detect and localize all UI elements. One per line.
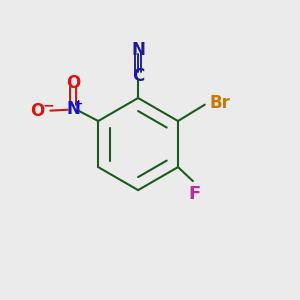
Text: N: N [131,41,145,59]
Text: N: N [66,100,80,118]
Text: O: O [31,102,45,120]
Text: F: F [188,185,200,203]
Text: C: C [132,67,144,85]
Text: Br: Br [209,94,230,112]
Text: +: + [74,99,82,109]
Text: −: − [43,98,54,112]
Text: O: O [66,74,80,92]
